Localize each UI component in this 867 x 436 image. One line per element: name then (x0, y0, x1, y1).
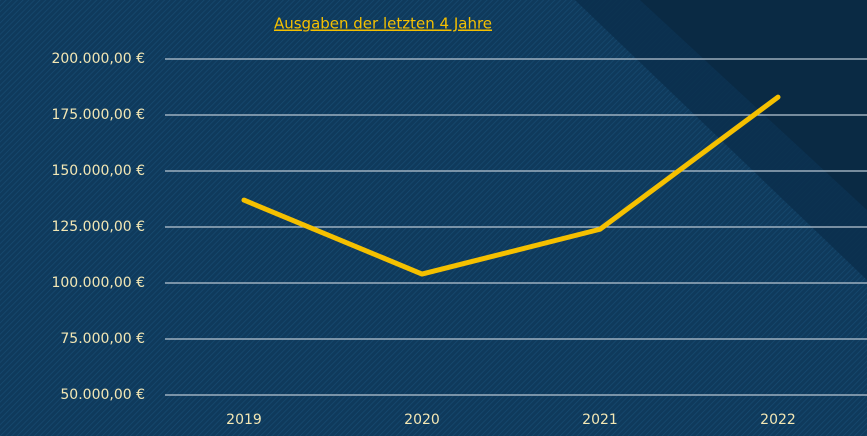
y-tick-label: 100.000,00 € (51, 275, 145, 291)
x-tick-label: 2021 (582, 412, 618, 428)
line (241, 94, 781, 277)
y-tick-label: 75.000,00 € (60, 331, 145, 347)
y-tick-label: 125.000,00 € (51, 219, 145, 235)
x-tick-label: 2022 (760, 412, 796, 428)
y-tick-label: 200.000,00 € (51, 51, 145, 67)
x-tick-label: 2019 (226, 412, 262, 428)
x-tick-label: 2020 (404, 412, 440, 428)
y-tick-label: 150.000,00 € (51, 163, 145, 179)
chart-title: Ausgaben der letzten 4 Jahre (274, 15, 492, 33)
y-tick-label: 50.000,00 € (60, 387, 145, 403)
y-tick-label: 175.000,00 € (51, 107, 145, 123)
background-shape (640, 0, 867, 210)
